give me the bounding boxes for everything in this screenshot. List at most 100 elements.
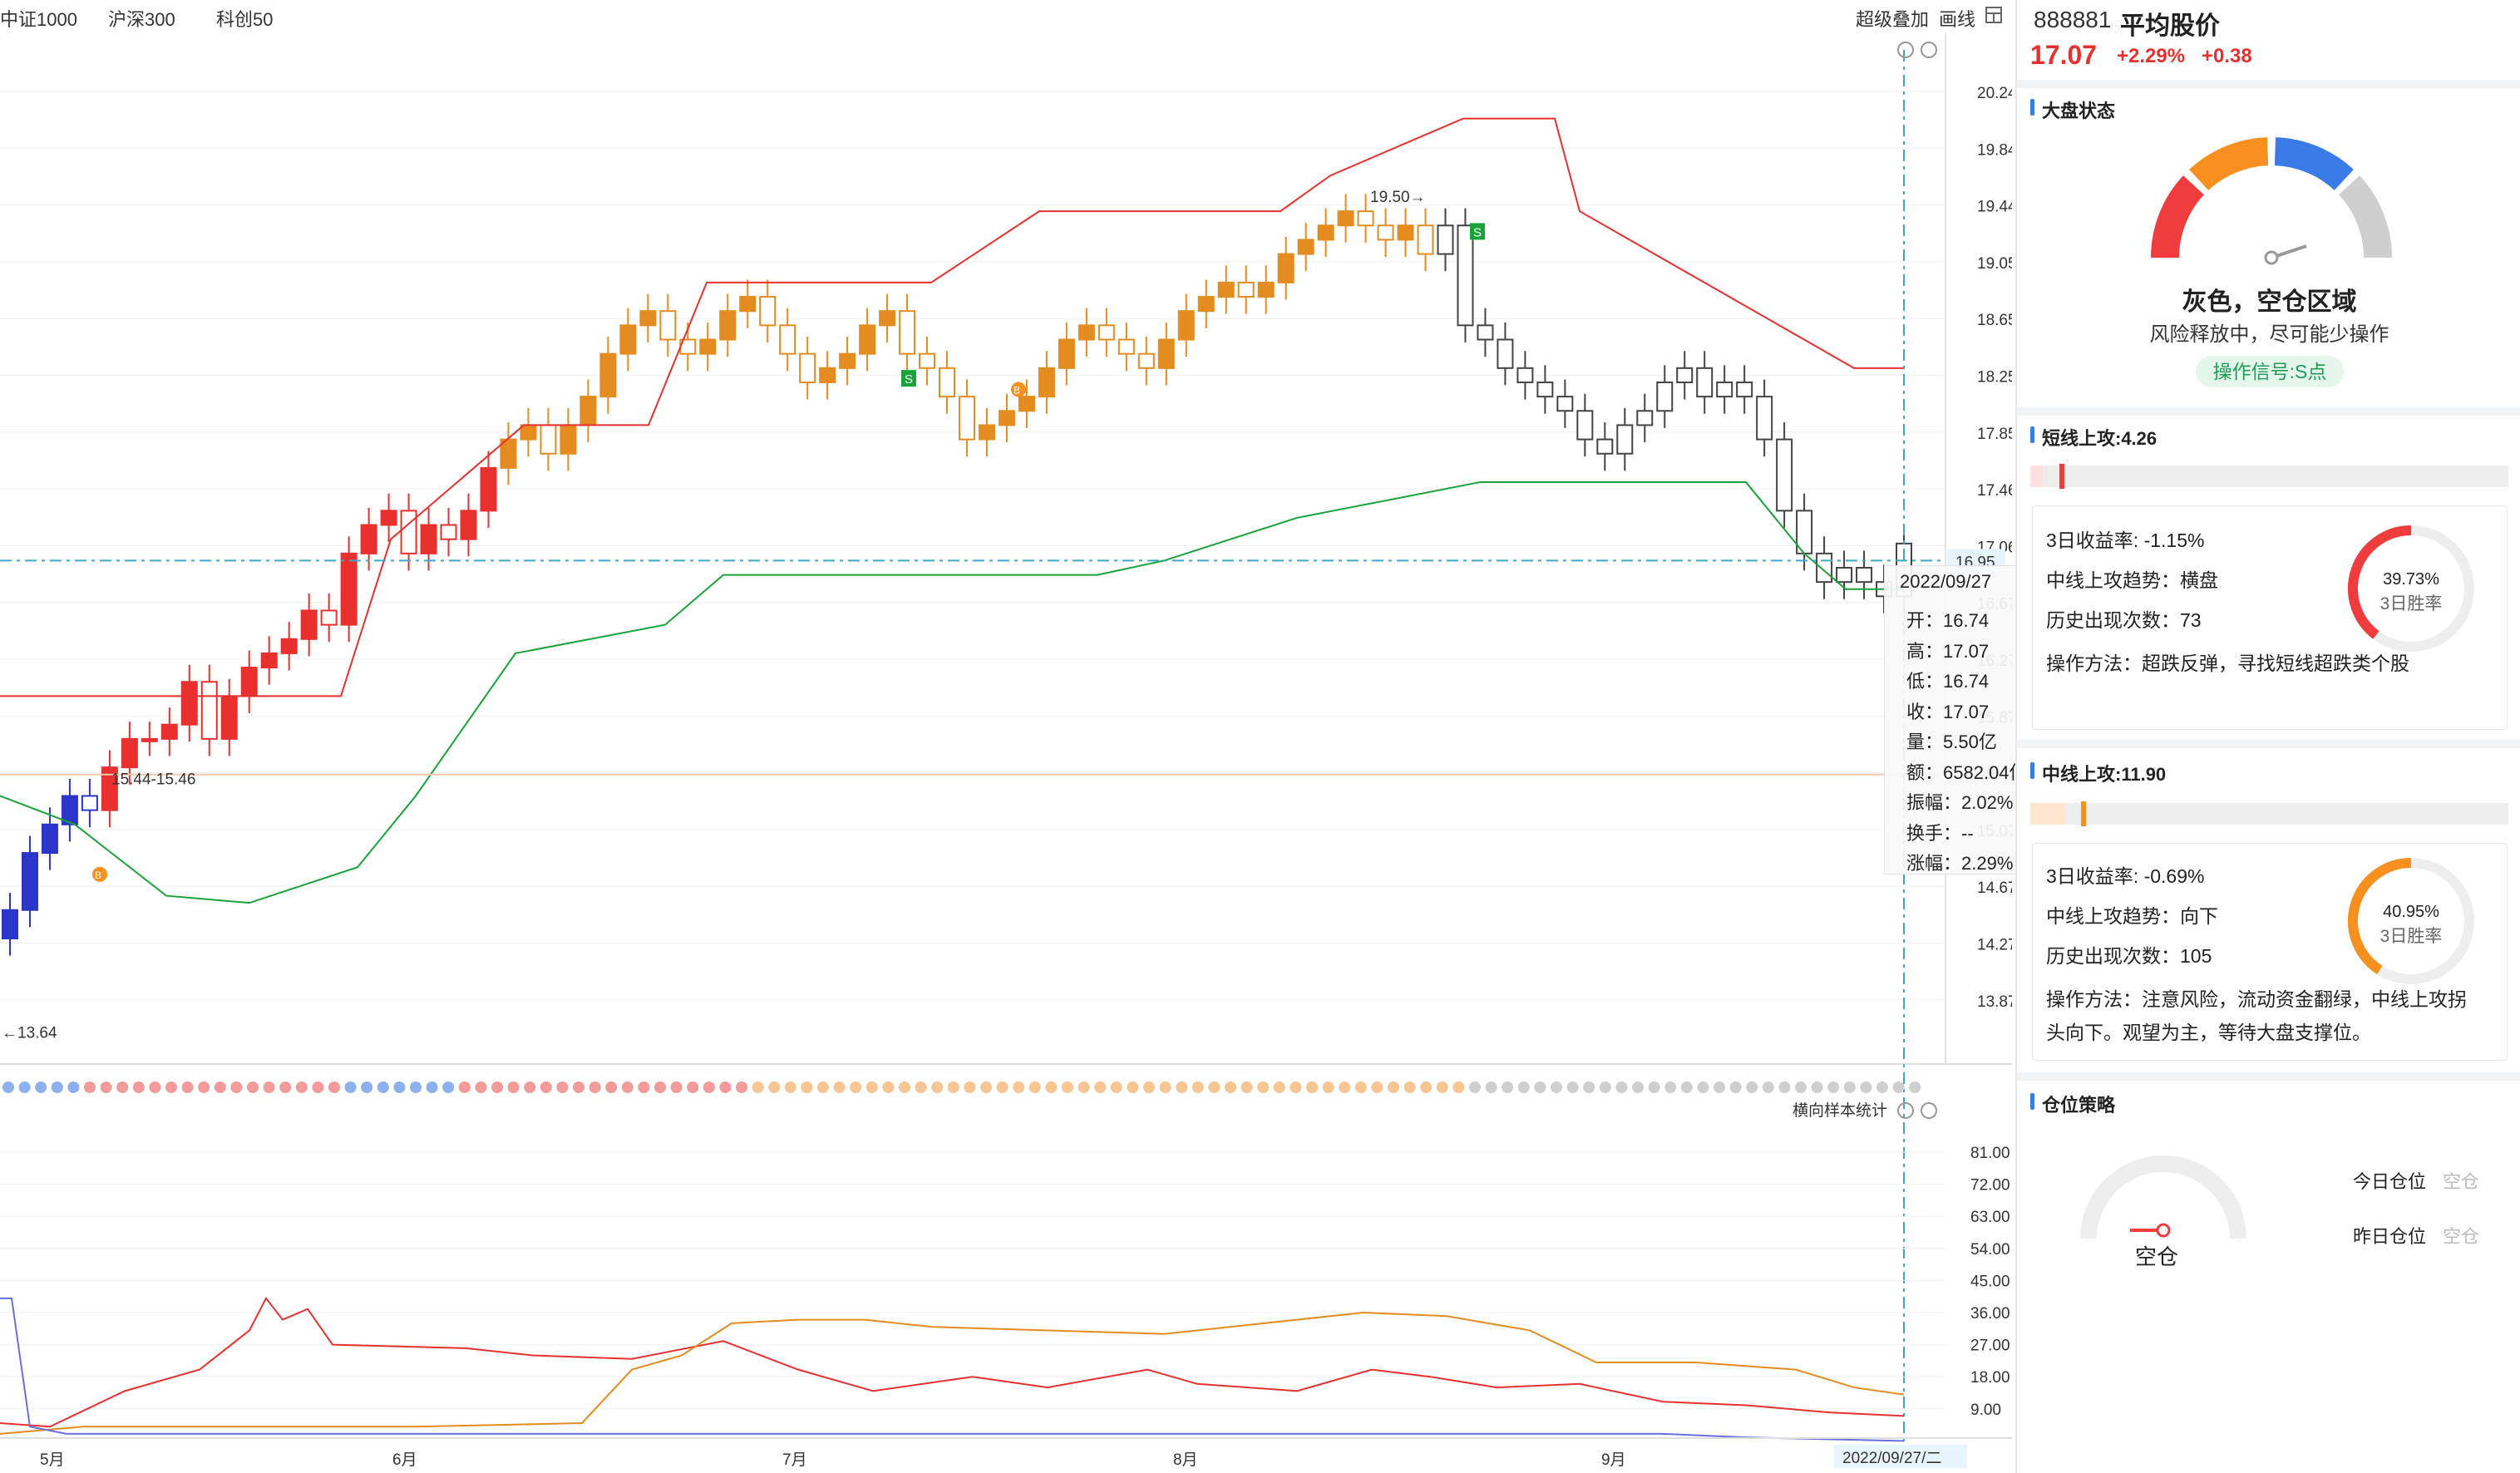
status-dot: [687, 1081, 699, 1093]
status-dot: [1502, 1081, 1514, 1093]
tooltip-date: 2022/09/27: [1900, 571, 1992, 592]
candle-body: [1397, 224, 1414, 241]
status-dot: [1159, 1081, 1171, 1093]
tooltip-row: 额：6582.04亿: [1906, 761, 2028, 783]
osc-tick-label: 36.00: [1970, 1305, 2010, 1323]
kline-chart[interactable]: 20.24 19.84 19.44 19.05 18.65 18.25 17.85 17.46…: [0, 33, 2012, 1473]
tab-csi1000[interactable]: 中证1000: [0, 9, 77, 30]
market-gauge: [2151, 137, 2392, 265]
status-dot: [312, 1081, 324, 1093]
price-tick-label: 14.67: [1977, 879, 2012, 897]
status-dot: [801, 1081, 813, 1093]
candle-body: [1177, 310, 1195, 341]
yesterday-position-value: 空仓: [2443, 1226, 2480, 1247]
grid-icon[interactable]: [1984, 5, 2004, 25]
status-dot: [132, 1081, 145, 1093]
status-dot: [1094, 1081, 1107, 1093]
candle-body: [799, 352, 816, 383]
osc-tick-label: 81.00: [1970, 1145, 2010, 1162]
short-attack-title: 短线上攻:4.26: [2030, 424, 2157, 451]
candle-body: [1556, 396, 1574, 412]
buy-signal-label: B: [95, 870, 101, 881]
candle-body: [1257, 281, 1275, 298]
short-attack-bar: [2030, 464, 2508, 489]
status-dot: [51, 1081, 63, 1093]
mid-count: 历史出现次数：105: [2046, 945, 2212, 967]
price-tick-label: 18.25: [1977, 369, 2012, 387]
sell-signal-label: S: [905, 372, 913, 387]
short-win-label: 3日胜率: [2380, 594, 2443, 613]
status-dot: [491, 1081, 503, 1093]
price-tick-label: 18.65: [1977, 312, 2012, 329]
status-dot: [719, 1081, 732, 1093]
status-dot: [1371, 1081, 1383, 1093]
candle-body: [300, 609, 318, 640]
status-dot: [1354, 1081, 1367, 1093]
candle-body: [1317, 224, 1334, 241]
candle-body: [1516, 367, 1534, 383]
chart-panel[interactable]: 中证1000 沪深300 科创50 超级叠加 画线 20.24 19.84 19.4…: [0, 0, 2069, 1473]
candle-body: [61, 795, 78, 825]
status-dot: [361, 1081, 373, 1093]
osc-tick-label: 27.00: [1970, 1338, 2010, 1355]
candle-body: [1137, 352, 1155, 369]
candle-body: [1756, 396, 1773, 441]
status-dot: [18, 1081, 31, 1093]
status-dot: [1420, 1081, 1433, 1093]
today-position-value: 空仓: [2443, 1171, 2480, 1192]
candle-body: [101, 766, 118, 811]
status-dot: [556, 1081, 569, 1093]
overlay-button[interactable]: 超级叠加: [1856, 9, 1930, 30]
date-cursor-bg: [1834, 1445, 1967, 1468]
tooltip-row: 开：16.74: [1906, 610, 1990, 631]
status-dot: [100, 1081, 112, 1093]
status-dot: [35, 1081, 47, 1093]
tooltip-row: 涨幅：2.29%: [1906, 853, 2014, 874]
osc-tick-label: 54.00: [1970, 1241, 2010, 1259]
status-dot: [931, 1081, 944, 1093]
candle-body: [1097, 324, 1115, 341]
tab-csi300[interactable]: 沪深300: [108, 9, 175, 30]
status-dot: [1909, 1081, 1921, 1093]
status-dot: [1551, 1081, 1562, 1093]
candle-body: [1237, 281, 1255, 298]
candle-body: [759, 296, 777, 327]
status-dot: [1290, 1081, 1302, 1093]
status-dot: [1388, 1081, 1399, 1093]
tab-star50[interactable]: 科创50: [216, 9, 274, 30]
stock-price: 17.07: [2030, 40, 2098, 70]
status-dot: [116, 1081, 129, 1093]
candle-body: [1197, 296, 1215, 313]
status-dot: [980, 1081, 992, 1093]
date-cursor-label: 2022/09/27/二: [1842, 1450, 1941, 1467]
status-dot: [589, 1081, 601, 1093]
mid-win-rate: 40.95%: [2383, 903, 2439, 921]
status-dot: [1143, 1081, 1155, 1093]
status-dot: [279, 1081, 292, 1093]
candle-body: [41, 823, 58, 855]
status-dot: [214, 1081, 226, 1093]
status-dot: [1403, 1081, 1416, 1093]
status-dot: [573, 1081, 584, 1093]
candle-body: [879, 310, 896, 327]
candle-body: [180, 681, 198, 726]
candle-body: [579, 396, 597, 426]
status-dot: [1028, 1081, 1041, 1093]
stock-name: 平均股价: [2120, 12, 2220, 40]
status-dot: [1225, 1081, 1236, 1093]
status-dot: [1176, 1081, 1188, 1093]
candle-body: [1836, 566, 1853, 584]
status-dot: [784, 1081, 796, 1093]
stock-change: +0.38: [2202, 45, 2252, 67]
status-dot: [865, 1081, 878, 1093]
candle-body: [919, 352, 936, 369]
mid-attack-card: 3日收益率: -0.69% 中线上攻趋势：向下 历史出现次数：105 操作方法：…: [2032, 843, 2508, 1061]
status-dot: [393, 1081, 406, 1093]
stock-change-percent: +2.29%: [2117, 45, 2186, 67]
buy-signal-marker: [92, 866, 107, 882]
status-dot: [149, 1081, 161, 1093]
tooltip-row: 换手：--: [1906, 822, 1974, 844]
candle-body: [1576, 410, 1594, 441]
status-dot: [1452, 1081, 1465, 1093]
draw-line-button[interactable]: 画线: [1939, 9, 1976, 30]
